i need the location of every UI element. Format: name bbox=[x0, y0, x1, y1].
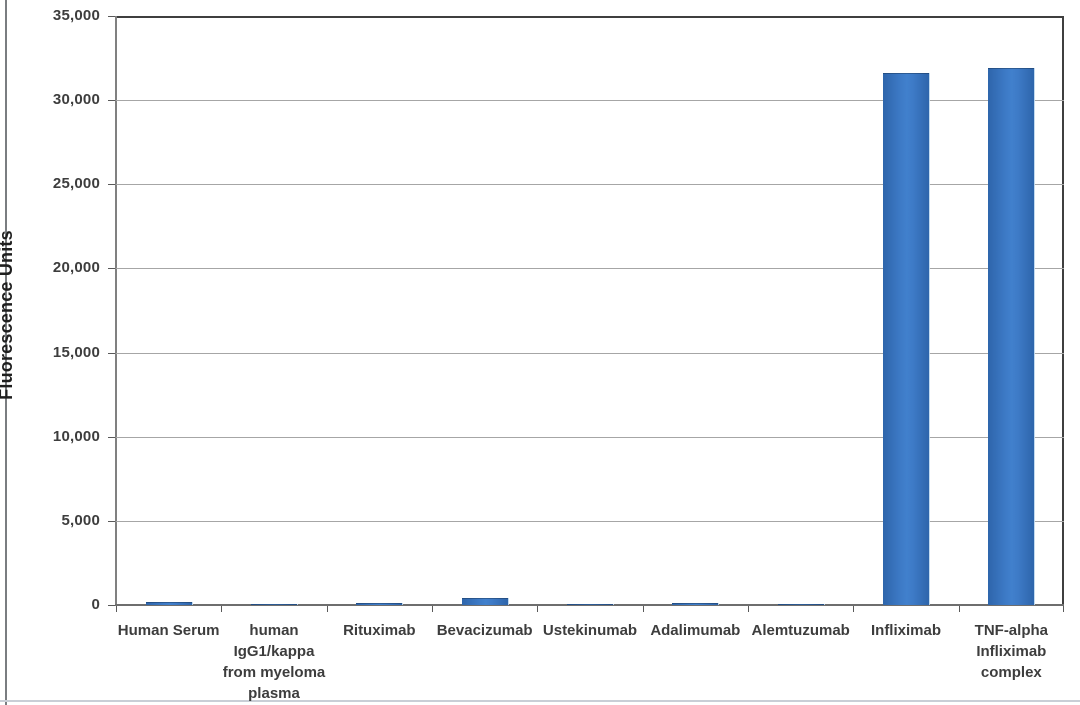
bar-ustekinumab bbox=[567, 603, 613, 605]
grid-line bbox=[116, 436, 1064, 438]
x-category-label-line: human bbox=[249, 622, 299, 639]
y-axis-tick-mark bbox=[108, 100, 115, 102]
x-category-label: Infliximab bbox=[848, 620, 964, 641]
x-category-label-line: Bevacizumab bbox=[436, 622, 533, 639]
x-category-label-line: from myeloma bbox=[222, 664, 326, 681]
x-category-label-line: Adalimumab bbox=[650, 622, 741, 639]
x-category-label-line: Alemtuzumab bbox=[751, 622, 850, 639]
grid-line bbox=[116, 100, 1064, 102]
y-axis-line bbox=[115, 16, 117, 606]
y-axis-tick-mark bbox=[108, 605, 115, 606]
x-axis-tick-mark bbox=[958, 606, 960, 612]
grid-line bbox=[116, 268, 1064, 270]
bar-tnf-alpha-infliximab-complex bbox=[988, 68, 1035, 605]
y-axis-tick-mark bbox=[108, 16, 115, 17]
x-category-label-line: Infliximab bbox=[870, 622, 941, 639]
x-axis-tick-mark bbox=[116, 606, 117, 612]
image-left-border bbox=[5, 0, 7, 705]
x-category-label-line: plasma bbox=[248, 685, 300, 702]
x-category-label-line: Ustekinumab bbox=[542, 622, 638, 639]
x-axis-tick-mark bbox=[537, 606, 539, 612]
x-axis-tick-mark bbox=[432, 606, 433, 612]
grid-line bbox=[116, 184, 1064, 186]
y-tick-label: 35,000 bbox=[52, 7, 100, 24]
y-tick-label: 5,000 bbox=[61, 511, 100, 529]
x-category-label: Rituximab bbox=[321, 620, 437, 641]
y-tick-label: 30,000 bbox=[52, 91, 100, 109]
y-axis-tick-mark bbox=[108, 436, 115, 438]
bar-infliximab bbox=[883, 73, 929, 605]
y-tick-label: 25,000 bbox=[52, 175, 100, 193]
grid-line bbox=[116, 520, 1064, 522]
bar-bevacizumab bbox=[461, 598, 508, 605]
x-category-label-line: Infliximab bbox=[976, 643, 1047, 660]
x-axis-tick-mark bbox=[326, 606, 328, 612]
x-category-label: human IgG1/kappa from myeloma plasma bbox=[216, 620, 332, 704]
y-axis-title: Fluorescence Units bbox=[0, 230, 16, 400]
y-axis-tick-mark bbox=[108, 268, 115, 270]
x-axis-tick-mark bbox=[853, 606, 855, 612]
x-category-label: Human Serum bbox=[111, 620, 227, 641]
x-category-label: Alemtuzumab bbox=[743, 620, 859, 641]
x-category-label-line: Human Serum bbox=[117, 622, 220, 639]
x-category-label: Ustekinumab bbox=[532, 620, 648, 641]
x-category-label-line: TNF-alpha bbox=[974, 622, 1048, 639]
y-axis-tick-mark bbox=[108, 352, 115, 354]
y-tick-label: 0 bbox=[91, 596, 100, 613]
x-category-label: TNF-alpha Infliximab complex bbox=[953, 620, 1069, 683]
x-category-label: Adalimumab bbox=[637, 620, 753, 641]
y-tick-label: 10,000 bbox=[52, 427, 100, 445]
x-category-label-line: complex bbox=[980, 664, 1042, 681]
x-category-label: Bevacizumab bbox=[427, 620, 543, 641]
bar-rituximab bbox=[356, 603, 403, 605]
grid-line bbox=[116, 352, 1064, 354]
x-axis-tick-mark bbox=[221, 606, 223, 612]
x-category-label-line: Rituximab bbox=[343, 622, 416, 639]
x-axis-tick-mark bbox=[748, 606, 749, 612]
y-axis-tick-mark bbox=[108, 184, 115, 186]
bar-alemtuzumab bbox=[777, 603, 824, 605]
x-axis-tick-mark bbox=[642, 606, 644, 612]
bar-adalimumab bbox=[672, 603, 719, 605]
x-axis-tick-mark bbox=[1063, 606, 1064, 612]
x-category-label-line: IgG1/kappa bbox=[233, 643, 315, 660]
x-axis-line bbox=[115, 604, 1064, 606]
y-axis-tick-mark bbox=[108, 520, 115, 522]
y-tick-label: 20,000 bbox=[52, 259, 100, 277]
image-bottom-border bbox=[0, 700, 1080, 702]
y-tick-label: 15,000 bbox=[52, 343, 100, 361]
bar-human-serum bbox=[145, 601, 192, 605]
bar-human-igg1-kappa-from-myeloma-plasma bbox=[251, 603, 297, 605]
